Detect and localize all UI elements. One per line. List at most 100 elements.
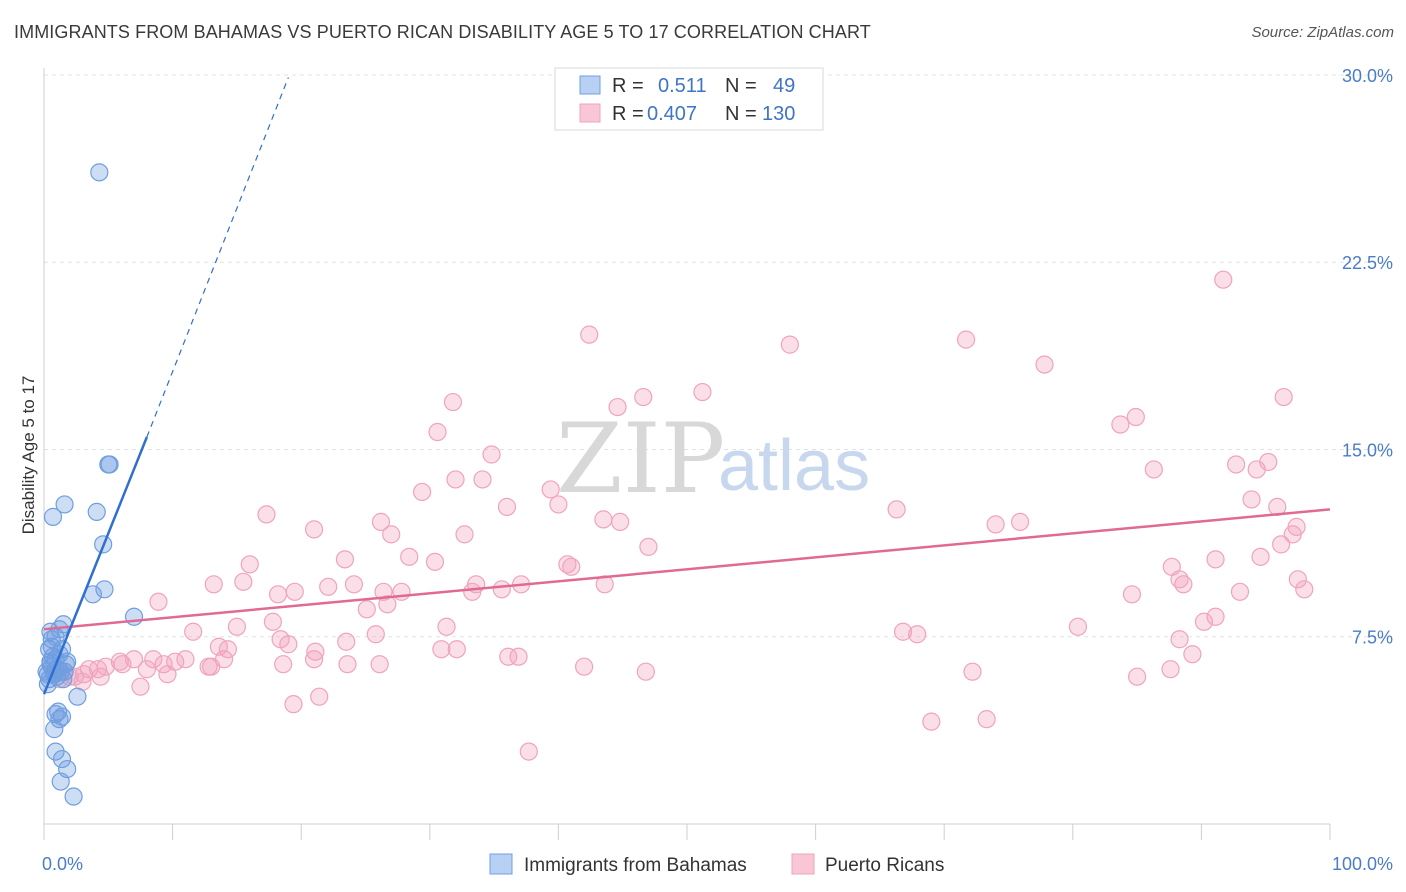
point-puerto-ricans-93 <box>124 650 144 669</box>
point-puerto-ricans-17 <box>1259 452 1278 472</box>
y-tick-label-2: 22.5% <box>1342 253 1393 273</box>
legend-swatch-pink <box>579 103 601 123</box>
point-puerto-ricans-77 <box>184 622 203 641</box>
point-puerto-ricans-42 <box>240 555 259 574</box>
legend-r-label-pink: R = <box>612 103 644 125</box>
trend-line-puerto-ricans <box>43 508 1331 631</box>
point-puerto-ricans-10 <box>1111 415 1130 434</box>
point-bahamas-43 <box>54 670 73 689</box>
point-bahamas-45 <box>56 655 75 674</box>
watermark-atlas: atlas <box>718 426 870 506</box>
point-puerto-ricans-50 <box>234 572 253 591</box>
point-puerto-ricans-95 <box>154 655 173 674</box>
y-tick-label-1: 15.0% <box>1342 440 1393 460</box>
point-bahamas-1 <box>43 507 63 526</box>
point-puerto-ricans-4 <box>1035 355 1054 374</box>
point-puerto-ricans-119 <box>284 695 303 714</box>
point-puerto-ricans-8 <box>634 387 653 407</box>
point-puerto-ricans-92 <box>110 652 129 671</box>
point-bahamas-33 <box>50 710 69 729</box>
x-tick-label-1: 100.0% <box>1332 854 1393 874</box>
point-puerto-ricans-90 <box>499 647 518 666</box>
point-puerto-ricans-52 <box>285 582 304 601</box>
point-puerto-ricans-31 <box>986 515 1005 534</box>
point-puerto-ricans-32 <box>1010 512 1030 531</box>
point-puerto-ricans-2 <box>780 335 799 354</box>
point-puerto-ricans-41 <box>335 550 355 569</box>
point-puerto-ricans-73 <box>437 617 456 636</box>
point-puerto-ricans-102 <box>304 650 324 669</box>
point-puerto-ricans-118 <box>131 677 150 696</box>
point-bahamas-38 <box>51 772 70 791</box>
point-puerto-ricans-76 <box>1206 607 1225 626</box>
point-puerto-ricans-23 <box>497 497 517 517</box>
bottom-legend-swatch-blue <box>489 853 513 875</box>
point-puerto-ricans-85 <box>218 640 237 659</box>
point-puerto-ricans-121 <box>1161 660 1180 679</box>
point-puerto-ricans-101 <box>274 655 293 674</box>
point-puerto-ricans-59 <box>492 580 511 599</box>
point-puerto-ricans-34 <box>304 520 324 539</box>
trend-lines <box>42 77 1331 695</box>
chart-title: IMMIGRANTS FROM BAHAMAS VS PUERTO RICAN … <box>14 22 871 42</box>
point-puerto-ricans-15 <box>1227 455 1246 474</box>
point-puerto-ricans-91 <box>509 647 528 666</box>
legend-n-value-blue: 49 <box>773 75 795 97</box>
point-puerto-ricans-35 <box>382 525 401 544</box>
point-puerto-ricans-37 <box>639 537 658 556</box>
point-puerto-ricans-72 <box>227 617 246 636</box>
point-puerto-ricans-27 <box>257 505 276 524</box>
legend-r-value-blue: 0.511 <box>658 75 707 97</box>
point-bahamas-7 <box>95 580 114 599</box>
point-puerto-ricans-14 <box>1144 460 1163 479</box>
point-puerto-ricans-81 <box>893 622 913 641</box>
point-puerto-ricans-83 <box>1170 630 1189 649</box>
point-puerto-ricans-20 <box>541 480 560 499</box>
point-puerto-ricans-29 <box>594 510 613 529</box>
point-bahamas-5 <box>100 455 119 474</box>
point-puerto-ricans-63 <box>1174 575 1193 594</box>
point-puerto-ricans-7 <box>608 397 627 417</box>
point-puerto-ricans-100 <box>214 650 234 669</box>
y-tick-label-0: 7.5% <box>1352 628 1393 648</box>
series-legend: Immigrants from Bahamas Puerto Ricans <box>489 853 944 876</box>
point-puerto-ricans-54 <box>344 575 364 594</box>
point-puerto-ricans-94 <box>144 650 163 669</box>
point-puerto-ricans-88 <box>447 640 466 659</box>
point-bahamas-0 <box>90 163 109 182</box>
point-puerto-ricans-89 <box>432 640 451 659</box>
point-puerto-ricans-9 <box>693 382 712 402</box>
point-puerto-ricans-74 <box>1068 617 1088 636</box>
point-puerto-ricans-79 <box>337 632 356 651</box>
y-tick-label-3: 30.0% <box>1342 66 1393 86</box>
point-puerto-ricans-5 <box>1274 387 1293 407</box>
legend-r-value-pink: 0.407 <box>647 103 697 125</box>
point-bahamas-2 <box>55 495 74 514</box>
point-bahamas-48 <box>42 637 61 656</box>
point-puerto-ricans-104 <box>370 655 389 674</box>
trend-line-bahamas-extension <box>146 77 289 438</box>
puerto-ricans-points <box>50 270 1314 761</box>
point-puerto-ricans-125 <box>113 655 132 674</box>
point-puerto-ricans-107 <box>963 662 982 681</box>
point-puerto-ricans-24 <box>887 500 906 519</box>
y-tick-labels: 7.5% 15.0% 22.5% 30.0% <box>1342 66 1393 648</box>
point-puerto-ricans-80 <box>366 625 385 644</box>
point-puerto-ricans-123 <box>977 710 996 729</box>
point-puerto-ricans-1 <box>580 325 599 344</box>
point-bahamas-9 <box>124 607 144 626</box>
point-puerto-ricans-65 <box>1230 582 1250 601</box>
point-puerto-ricans-128 <box>91 667 110 686</box>
point-puerto-ricans-126 <box>137 660 156 679</box>
point-puerto-ricans-67 <box>1295 580 1314 599</box>
point-puerto-ricans-103 <box>338 655 357 674</box>
point-puerto-ricans-25 <box>1242 490 1261 509</box>
point-puerto-ricans-86 <box>279 635 298 654</box>
bahamas-points <box>37 163 144 806</box>
legend-swatch-blue <box>579 75 601 95</box>
point-puerto-ricans-51 <box>268 585 288 604</box>
x-tick-labels: 0.0% 100.0% <box>42 854 1393 874</box>
point-puerto-ricans-3 <box>956 330 976 349</box>
point-puerto-ricans-43 <box>425 552 445 571</box>
